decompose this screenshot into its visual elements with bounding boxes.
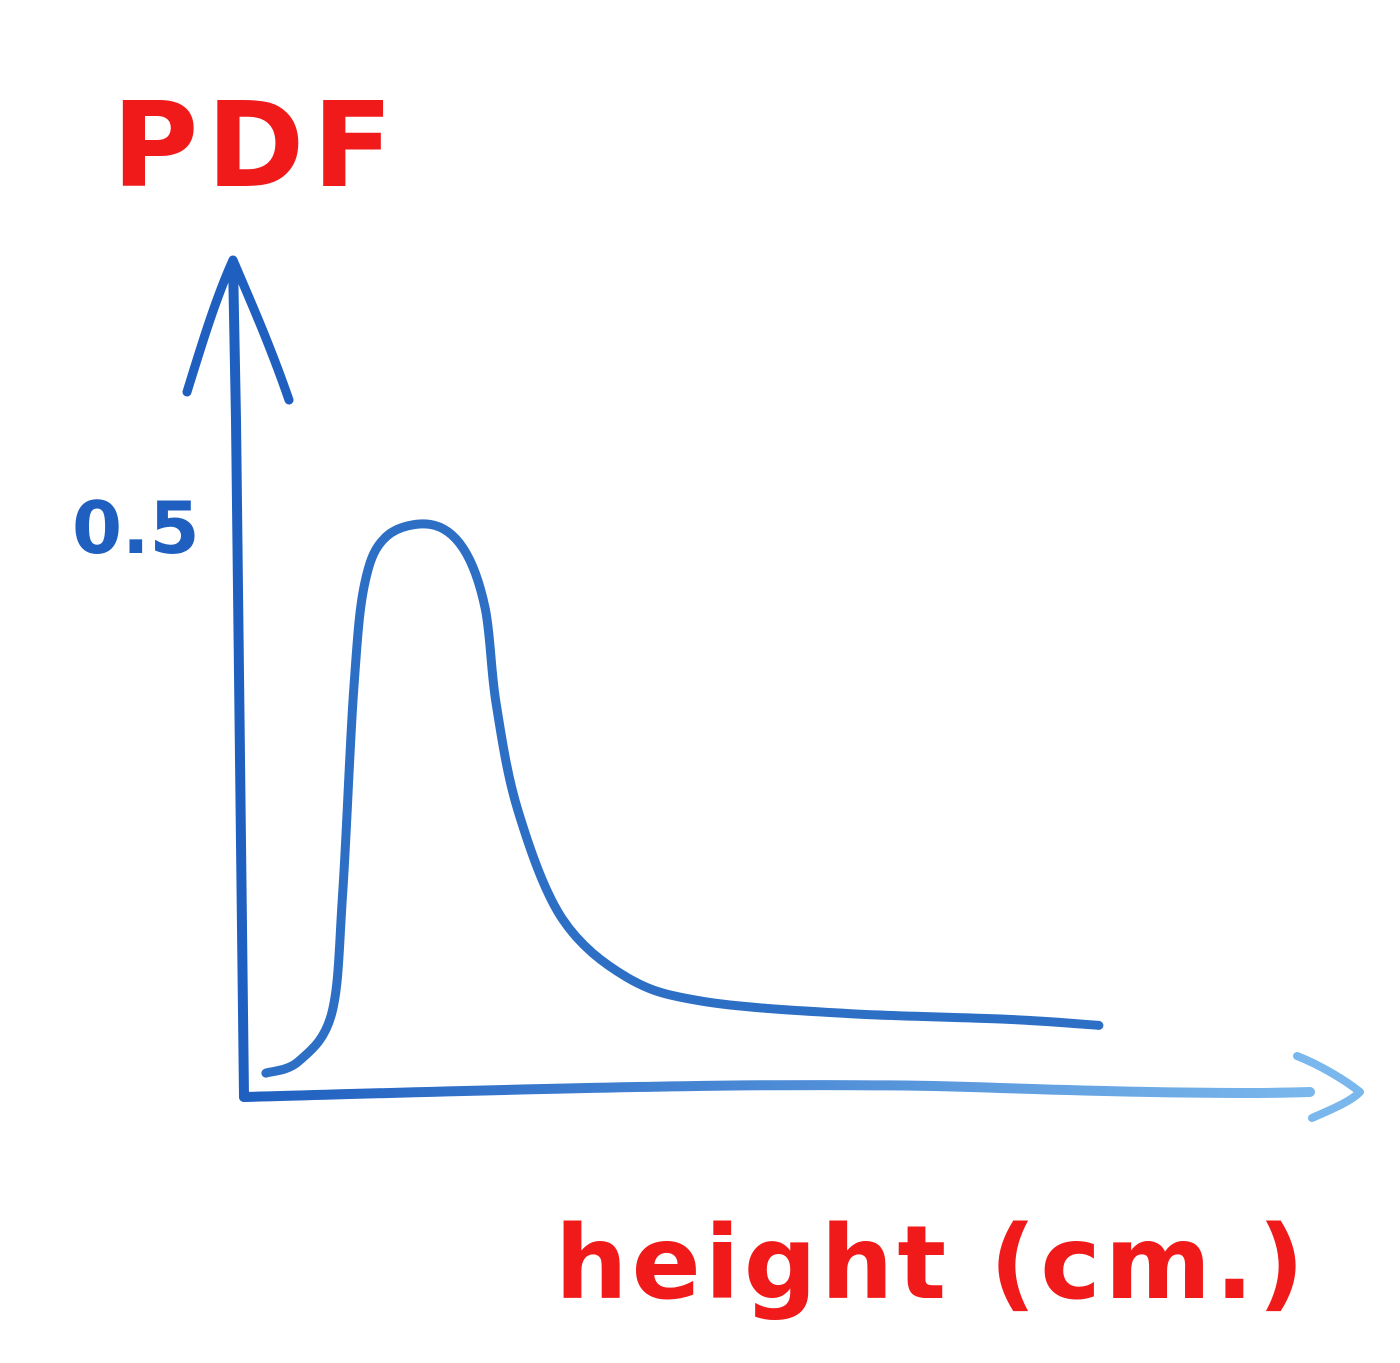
y-axis-label: PDF <box>112 76 401 214</box>
pdf-curve <box>261 519 1104 1078</box>
x-axis-label: height (cm.) <box>555 1204 1308 1323</box>
y-axis-arrowhead <box>182 255 294 405</box>
y-axis-line <box>228 257 249 1102</box>
x-axis-arrowhead <box>1293 1052 1364 1122</box>
y-tick-label: 0.5 <box>72 486 200 570</box>
x-axis-line <box>239 1080 1315 1102</box>
